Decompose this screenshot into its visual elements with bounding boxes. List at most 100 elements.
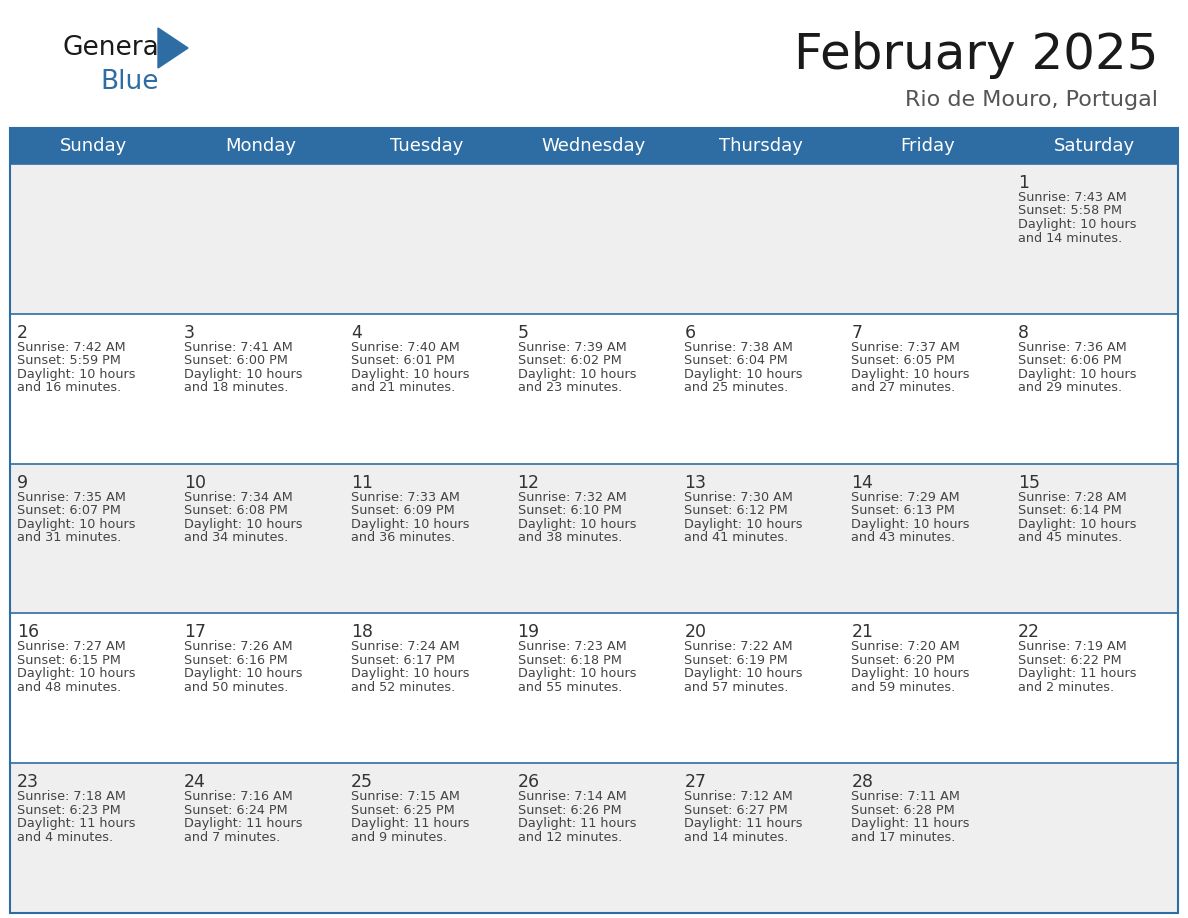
Text: and 43 minutes.: and 43 minutes. bbox=[852, 532, 955, 544]
Text: 11: 11 bbox=[350, 474, 373, 492]
Text: Sunset: 6:10 PM: Sunset: 6:10 PM bbox=[518, 504, 621, 517]
Text: Friday: Friday bbox=[901, 137, 955, 155]
Text: Daylight: 10 hours: Daylight: 10 hours bbox=[17, 368, 135, 381]
Text: Sunset: 6:14 PM: Sunset: 6:14 PM bbox=[1018, 504, 1121, 517]
Text: Sunset: 6:05 PM: Sunset: 6:05 PM bbox=[852, 354, 955, 367]
Text: 25: 25 bbox=[350, 773, 373, 791]
Text: Sunset: 6:23 PM: Sunset: 6:23 PM bbox=[17, 803, 121, 817]
Text: and 16 minutes.: and 16 minutes. bbox=[17, 381, 121, 395]
Text: Daylight: 10 hours: Daylight: 10 hours bbox=[852, 368, 969, 381]
Text: and 14 minutes.: and 14 minutes. bbox=[684, 831, 789, 844]
Text: Daylight: 11 hours: Daylight: 11 hours bbox=[852, 817, 969, 830]
Text: Daylight: 11 hours: Daylight: 11 hours bbox=[350, 817, 469, 830]
Text: Daylight: 10 hours: Daylight: 10 hours bbox=[852, 518, 969, 531]
Text: Blue: Blue bbox=[100, 69, 158, 95]
Bar bbox=[10, 128, 1178, 164]
Text: Sunrise: 7:33 AM: Sunrise: 7:33 AM bbox=[350, 490, 460, 504]
Text: Daylight: 11 hours: Daylight: 11 hours bbox=[1018, 667, 1137, 680]
Text: Daylight: 10 hours: Daylight: 10 hours bbox=[1018, 518, 1137, 531]
Text: Sunrise: 7:38 AM: Sunrise: 7:38 AM bbox=[684, 341, 794, 353]
Text: Sunrise: 7:24 AM: Sunrise: 7:24 AM bbox=[350, 641, 460, 654]
Text: General: General bbox=[62, 35, 166, 61]
Text: and 27 minutes.: and 27 minutes. bbox=[852, 381, 955, 395]
Text: Sunset: 6:24 PM: Sunset: 6:24 PM bbox=[184, 803, 287, 817]
Text: and 18 minutes.: and 18 minutes. bbox=[184, 381, 289, 395]
Text: and 38 minutes.: and 38 minutes. bbox=[518, 532, 623, 544]
Text: Sunrise: 7:27 AM: Sunrise: 7:27 AM bbox=[17, 641, 126, 654]
Text: Sunrise: 7:26 AM: Sunrise: 7:26 AM bbox=[184, 641, 292, 654]
Text: 20: 20 bbox=[684, 623, 707, 642]
Text: Sunrise: 7:40 AM: Sunrise: 7:40 AM bbox=[350, 341, 460, 353]
Text: Daylight: 10 hours: Daylight: 10 hours bbox=[350, 368, 469, 381]
Text: Daylight: 10 hours: Daylight: 10 hours bbox=[184, 518, 303, 531]
Text: Sunrise: 7:15 AM: Sunrise: 7:15 AM bbox=[350, 790, 460, 803]
Text: Daylight: 11 hours: Daylight: 11 hours bbox=[184, 817, 303, 830]
Text: Daylight: 10 hours: Daylight: 10 hours bbox=[184, 667, 303, 680]
Text: 23: 23 bbox=[17, 773, 39, 791]
Text: 9: 9 bbox=[17, 474, 29, 492]
Text: Daylight: 10 hours: Daylight: 10 hours bbox=[684, 667, 803, 680]
Text: Sunrise: 7:20 AM: Sunrise: 7:20 AM bbox=[852, 641, 960, 654]
Text: Daylight: 10 hours: Daylight: 10 hours bbox=[518, 368, 636, 381]
Text: Sunset: 6:09 PM: Sunset: 6:09 PM bbox=[350, 504, 455, 517]
Text: Sunrise: 7:41 AM: Sunrise: 7:41 AM bbox=[184, 341, 292, 353]
Text: Tuesday: Tuesday bbox=[391, 137, 463, 155]
Text: and 4 minutes.: and 4 minutes. bbox=[17, 831, 113, 844]
Text: and 48 minutes.: and 48 minutes. bbox=[17, 681, 121, 694]
Text: Sunrise: 7:14 AM: Sunrise: 7:14 AM bbox=[518, 790, 626, 803]
Text: and 21 minutes.: and 21 minutes. bbox=[350, 381, 455, 395]
Text: Saturday: Saturday bbox=[1054, 137, 1135, 155]
Text: Sunrise: 7:28 AM: Sunrise: 7:28 AM bbox=[1018, 490, 1127, 504]
Bar bbox=[10, 128, 1178, 913]
Text: Sunset: 6:02 PM: Sunset: 6:02 PM bbox=[518, 354, 621, 367]
Text: Daylight: 10 hours: Daylight: 10 hours bbox=[518, 518, 636, 531]
Text: 2: 2 bbox=[17, 324, 29, 341]
Text: Sunrise: 7:43 AM: Sunrise: 7:43 AM bbox=[1018, 191, 1127, 204]
Text: Daylight: 11 hours: Daylight: 11 hours bbox=[684, 817, 803, 830]
Text: Sunrise: 7:34 AM: Sunrise: 7:34 AM bbox=[184, 490, 292, 504]
Text: Daylight: 11 hours: Daylight: 11 hours bbox=[518, 817, 636, 830]
Text: Sunset: 6:15 PM: Sunset: 6:15 PM bbox=[17, 654, 121, 666]
Text: Sunrise: 7:32 AM: Sunrise: 7:32 AM bbox=[518, 490, 626, 504]
Text: and 25 minutes.: and 25 minutes. bbox=[684, 381, 789, 395]
Text: Sunrise: 7:35 AM: Sunrise: 7:35 AM bbox=[17, 490, 126, 504]
Text: 21: 21 bbox=[852, 623, 873, 642]
Text: Sunrise: 7:11 AM: Sunrise: 7:11 AM bbox=[852, 790, 960, 803]
Text: Sunrise: 7:39 AM: Sunrise: 7:39 AM bbox=[518, 341, 626, 353]
Text: 24: 24 bbox=[184, 773, 206, 791]
Text: and 12 minutes.: and 12 minutes. bbox=[518, 831, 621, 844]
Text: 4: 4 bbox=[350, 324, 361, 341]
Text: and 7 minutes.: and 7 minutes. bbox=[184, 831, 280, 844]
Text: and 57 minutes.: and 57 minutes. bbox=[684, 681, 789, 694]
Text: Daylight: 10 hours: Daylight: 10 hours bbox=[17, 667, 135, 680]
Text: 12: 12 bbox=[518, 474, 539, 492]
Text: Daylight: 10 hours: Daylight: 10 hours bbox=[518, 667, 636, 680]
Text: Sunset: 6:28 PM: Sunset: 6:28 PM bbox=[852, 803, 955, 817]
Text: 26: 26 bbox=[518, 773, 539, 791]
Text: Sunday: Sunday bbox=[59, 137, 127, 155]
Text: Sunrise: 7:19 AM: Sunrise: 7:19 AM bbox=[1018, 641, 1127, 654]
Text: Sunset: 6:01 PM: Sunset: 6:01 PM bbox=[350, 354, 455, 367]
Text: 5: 5 bbox=[518, 324, 529, 341]
Text: Sunset: 6:17 PM: Sunset: 6:17 PM bbox=[350, 654, 455, 666]
Text: 15: 15 bbox=[1018, 474, 1041, 492]
Text: Sunset: 6:18 PM: Sunset: 6:18 PM bbox=[518, 654, 621, 666]
Text: Sunset: 6:13 PM: Sunset: 6:13 PM bbox=[852, 504, 955, 517]
Text: and 36 minutes.: and 36 minutes. bbox=[350, 532, 455, 544]
Bar bbox=[10, 314, 1178, 464]
Text: Sunset: 6:22 PM: Sunset: 6:22 PM bbox=[1018, 654, 1121, 666]
Text: and 9 minutes.: and 9 minutes. bbox=[350, 831, 447, 844]
Text: Monday: Monday bbox=[225, 137, 296, 155]
Text: Sunset: 6:12 PM: Sunset: 6:12 PM bbox=[684, 504, 788, 517]
Text: Sunset: 6:06 PM: Sunset: 6:06 PM bbox=[1018, 354, 1121, 367]
Text: Sunset: 6:20 PM: Sunset: 6:20 PM bbox=[852, 654, 955, 666]
Text: 27: 27 bbox=[684, 773, 707, 791]
Bar bbox=[10, 613, 1178, 763]
Text: and 41 minutes.: and 41 minutes. bbox=[684, 532, 789, 544]
Text: 16: 16 bbox=[17, 623, 39, 642]
Text: and 45 minutes.: and 45 minutes. bbox=[1018, 532, 1123, 544]
Text: 3: 3 bbox=[184, 324, 195, 341]
Text: 6: 6 bbox=[684, 324, 695, 341]
Text: Sunset: 6:25 PM: Sunset: 6:25 PM bbox=[350, 803, 455, 817]
Text: 7: 7 bbox=[852, 324, 862, 341]
